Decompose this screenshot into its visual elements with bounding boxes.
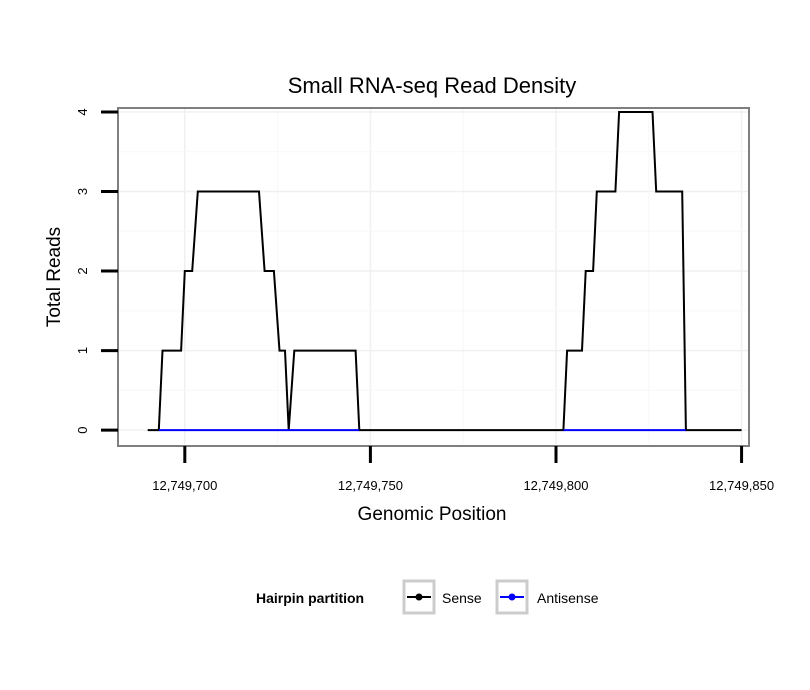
y-tick-label: 0 bbox=[75, 426, 90, 433]
y-tick-label: 4 bbox=[75, 108, 90, 115]
y-tick-label: 3 bbox=[75, 188, 90, 195]
legend-key-antisense-dot bbox=[508, 593, 516, 601]
chart-title: Small RNA-seq Read Density bbox=[288, 73, 577, 98]
plot-panel bbox=[117, 107, 750, 447]
legend: Hairpin partition Sense Antisense bbox=[256, 579, 599, 615]
x-tick-label: 12,749,850 bbox=[709, 478, 774, 493]
legend-title: Hairpin partition bbox=[256, 590, 364, 606]
x-axis-label: Genomic Position bbox=[358, 504, 507, 525]
legend-item-antisense: Antisense bbox=[495, 579, 599, 615]
y-tick-label: 2 bbox=[75, 267, 90, 274]
series-layer bbox=[147, 111, 742, 432]
y-tick-label: 1 bbox=[75, 347, 90, 354]
series-line-sense bbox=[147, 111, 742, 432]
x-axis: 12,749,700 12,749,750 12,749,800 12,749,850 bbox=[152, 446, 774, 493]
legend-item-sense: Sense bbox=[402, 579, 482, 615]
y-axis-label: Total Reads bbox=[44, 227, 65, 327]
x-tick-label: 12,749,800 bbox=[523, 478, 588, 493]
legend-label-antisense: Antisense bbox=[537, 590, 599, 606]
legend-label-sense: Sense bbox=[442, 590, 482, 606]
plot-background bbox=[118, 108, 749, 446]
y-axis: 0 1 2 3 4 bbox=[75, 108, 118, 434]
legend-key-sense-dot bbox=[415, 593, 423, 601]
x-tick-label: 12,749,750 bbox=[338, 478, 403, 493]
x-tick-label: 12,749,700 bbox=[152, 478, 217, 493]
plot-border bbox=[117, 107, 750, 447]
